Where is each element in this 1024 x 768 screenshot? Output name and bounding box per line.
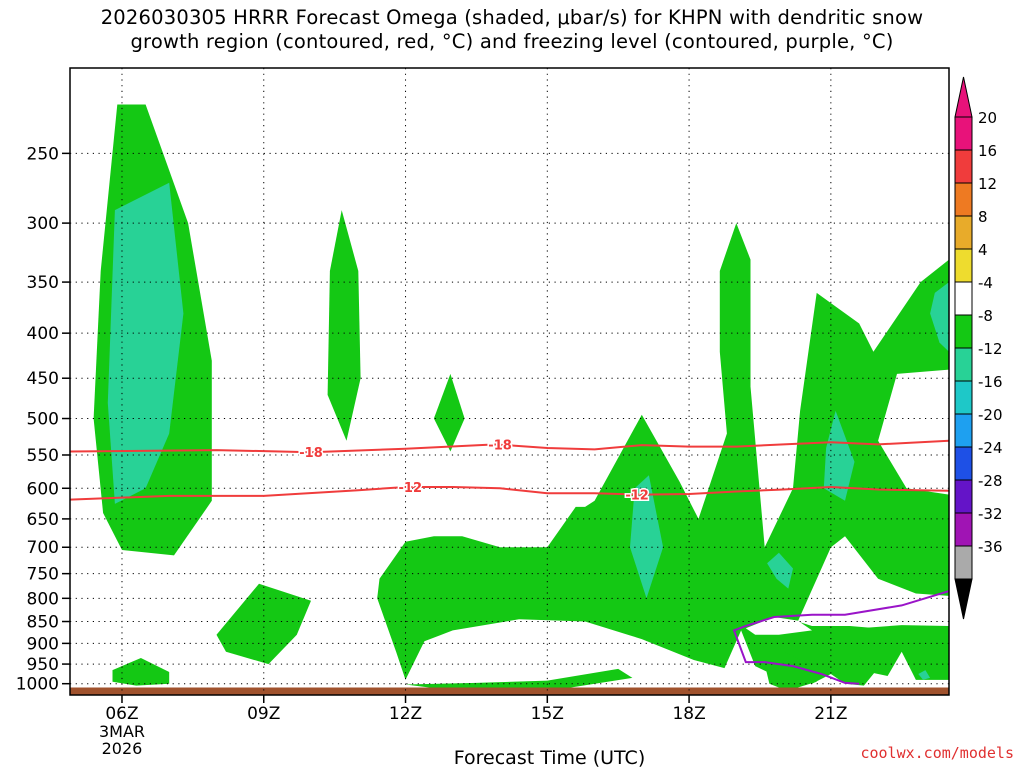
y-tick-label-700: 700 — [27, 538, 59, 558]
colorbar-label-4: 4 — [978, 241, 988, 259]
omega-region-3 — [433, 373, 465, 452]
omega-region-16 — [918, 670, 931, 680]
y-tick-label-350: 350 — [27, 273, 59, 293]
colorbar-label-12: 12 — [978, 175, 997, 193]
y-tick-label-500: 500 — [27, 410, 59, 430]
contour-lines: -18 -18 -12 -12 — [70, 437, 949, 685]
chart-title: 2026030305 HRRR Forecast Omega (shaded, … — [0, 6, 1024, 54]
colorbar-swatch-4 — [954, 248, 973, 283]
ground-fill — [70, 687, 949, 695]
y-tick-label-650: 650 — [27, 510, 59, 530]
contour-label-0-1: -18 — [488, 438, 512, 453]
omega-region-11 — [764, 651, 817, 688]
pressure-axis: 2503003504004505005506006507007508008509… — [16, 144, 70, 695]
colorbar-swatch--28 — [954, 479, 973, 514]
colorbar-label--20: -20 — [978, 406, 1003, 424]
colorbar-top-arrow — [954, 76, 973, 118]
colorbar-swatch-20 — [954, 116, 973, 151]
colorbar-swatch--4 — [954, 281, 973, 316]
colorbar-swatch-16 — [954, 149, 973, 184]
contour-label-0-0: -18 — [299, 446, 323, 461]
omega-region-4 — [216, 583, 311, 665]
omega-region-7 — [377, 223, 949, 686]
colorbar-swatch--8 — [954, 314, 973, 349]
colorbar-swatch--20 — [954, 413, 973, 448]
contour-label-1-0: -12 — [399, 481, 423, 496]
y-tick-label-750: 750 — [27, 565, 59, 585]
gridlines — [70, 68, 949, 695]
colorbar-label--12: -12 — [978, 340, 1003, 358]
x-tick-label-15Z: 15Z — [531, 704, 564, 724]
colorbar-label--8: -8 — [978, 307, 993, 325]
credit-text: coolwx.com/models — [860, 744, 1014, 762]
y-tick-label-550: 550 — [27, 446, 59, 466]
colorbar-legend: 20 16 12 8 4 -4 -8 -12 -16 -20 -24 -28 -32 -36 — [954, 76, 1003, 620]
y-tick-label-800: 800 — [27, 589, 59, 609]
x-axis-title: Forecast Time (UTC) — [454, 747, 645, 768]
omega-region-9 — [745, 617, 812, 635]
colorbar-bottom-arrow — [954, 578, 973, 620]
contour-0 — [70, 439, 949, 454]
omega-shading — [93, 104, 949, 688]
y-tick-label-1000: 1000 — [16, 675, 59, 695]
colorbar-swatch--12 — [954, 347, 973, 382]
y-tick-label-250: 250 — [27, 144, 59, 164]
y-tick-label-400: 400 — [27, 324, 59, 344]
omega-region-10 — [859, 625, 949, 680]
y-tick-label-900: 900 — [27, 634, 59, 654]
colorbar-label-16: 16 — [978, 142, 997, 160]
contour-label-1-1: -12 — [625, 489, 649, 504]
x-tick-label-18Z: 18Z — [672, 704, 705, 724]
colorbar-label--4: -4 — [978, 274, 993, 292]
x-tick-sublabel-1: 2026 — [102, 739, 143, 758]
contour-2 — [732, 590, 949, 685]
colorbar-label-20: 20 — [978, 109, 997, 127]
colorbar-label--24: -24 — [978, 439, 1003, 457]
contour-1 — [70, 485, 949, 501]
y-tick-label-600: 600 — [27, 479, 59, 499]
chart-title-line-2: growth region (contoured, red, °C) and f… — [130, 30, 894, 53]
omega-region-14 — [823, 410, 855, 501]
x-tick-label-12Z: 12Z — [389, 704, 422, 724]
colorbar-label--16: -16 — [978, 373, 1003, 391]
x-tick-label-06Z: 06Z — [105, 704, 138, 724]
omega-region-13 — [767, 552, 793, 589]
colorbar-label--36: -36 — [978, 538, 1003, 556]
omega-region-5 — [112, 658, 170, 686]
y-tick-label-300: 300 — [27, 214, 59, 234]
plot-frame — [69, 67, 950, 696]
colorbar-swatch-12 — [954, 182, 973, 217]
colorbar-label--32: -32 — [978, 505, 1003, 523]
omega-region-1 — [107, 182, 184, 504]
colorbar-swatch--16 — [954, 380, 973, 415]
y-tick-label-850: 850 — [27, 613, 59, 633]
omega-region-2 — [327, 210, 361, 441]
y-tick-label-450: 450 — [27, 369, 59, 389]
omega-region-6 — [405, 668, 633, 688]
y-tick-label-950: 950 — [27, 655, 59, 675]
x-tick-sublabel-0: 3MAR — [99, 722, 145, 741]
colorbar-swatch--24 — [954, 446, 973, 481]
omega-region-12 — [630, 475, 664, 599]
colorbar-swatch--36 — [954, 545, 973, 580]
chart-title-line-1: 2026030305 HRRR Forecast Omega (shaded, … — [100, 6, 924, 29]
colorbar-label-8: 8 — [978, 208, 988, 226]
colorbar-label--28: -28 — [978, 472, 1003, 490]
ground-layer — [70, 687, 949, 695]
x-tick-label-09Z: 09Z — [247, 704, 280, 724]
colorbar-swatch-8 — [954, 215, 973, 250]
omega-region-8 — [797, 536, 949, 631]
x-tick-label-21Z: 21Z — [814, 704, 847, 724]
colorbar-swatch--32 — [954, 512, 973, 547]
omega-region-15 — [930, 282, 949, 352]
